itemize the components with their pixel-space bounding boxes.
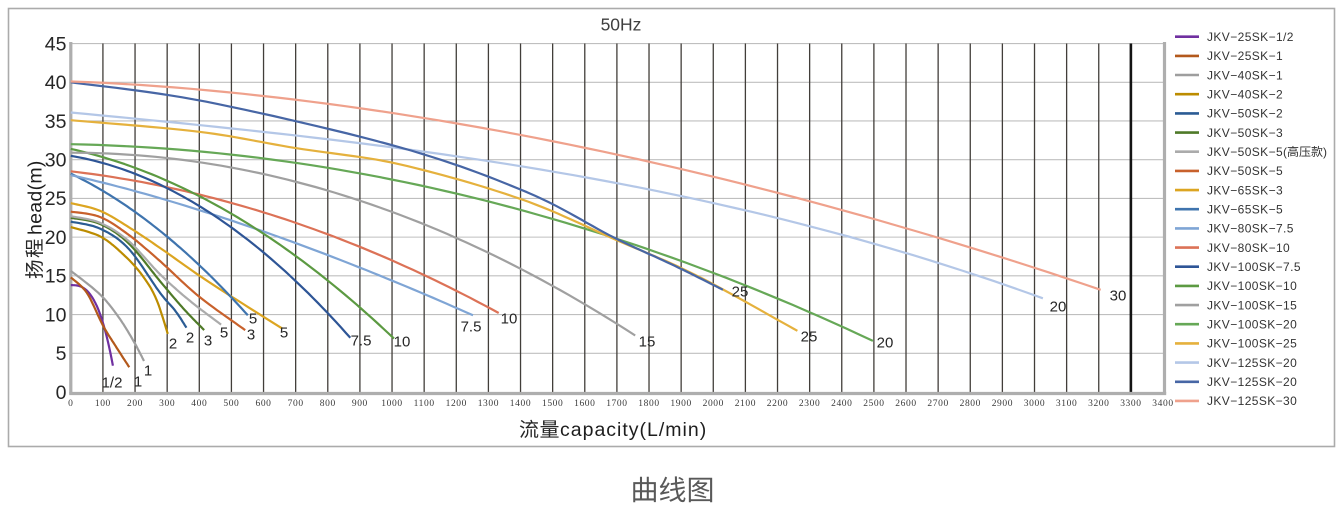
svg-text:JKV−50SK−2: JKV−50SK−2 [1207,107,1283,121]
svg-text:capacity(L/min): capacity(L/min) [560,419,707,441]
svg-text:2300: 2300 [799,399,820,409]
svg-text:35: 35 [45,111,67,133]
svg-text:1300: 1300 [478,399,499,409]
svg-text:2500: 2500 [863,399,884,409]
svg-text:3: 3 [247,326,255,343]
svg-text:20: 20 [877,334,894,351]
svg-text:JKV−25SK−1: JKV−25SK−1 [1207,49,1283,63]
svg-text:2900: 2900 [992,399,1013,409]
svg-text:1/2: 1/2 [102,374,123,391]
svg-text:JKV−40SK−1: JKV−40SK−1 [1207,68,1283,82]
svg-text:JKV−80SK−10: JKV−80SK−10 [1207,241,1290,255]
svg-text:2: 2 [186,329,194,346]
svg-text:2700: 2700 [927,399,948,409]
svg-text:JKV−50SK−5(: JKV−50SK−5( [1207,145,1287,159]
svg-text:0: 0 [68,399,73,409]
svg-text:3400: 3400 [1152,399,1173,409]
svg-text:2800: 2800 [960,399,981,409]
svg-text:5: 5 [280,324,288,341]
svg-text:25: 25 [801,328,818,345]
svg-text:25: 25 [45,188,67,210]
svg-text:JKV−80SK−7.5: JKV−80SK−7.5 [1207,222,1294,236]
svg-text:): ) [1323,145,1327,159]
svg-text:5: 5 [220,324,228,341]
svg-text:2200: 2200 [767,399,788,409]
svg-text:3: 3 [204,332,212,349]
svg-text:1800: 1800 [638,399,659,409]
svg-text:1500: 1500 [542,399,563,409]
svg-text:2: 2 [169,335,177,352]
svg-text:3000: 3000 [1024,399,1045,409]
svg-text:800: 800 [320,399,336,409]
svg-text:7.5: 7.5 [351,332,372,349]
svg-text:7.5: 7.5 [461,318,482,335]
svg-text:JKV−25SK−1/2: JKV−25SK−1/2 [1207,30,1294,44]
svg-text:45: 45 [45,33,67,55]
svg-text:20: 20 [45,227,67,249]
svg-text:JKV−100SK−15: JKV−100SK−15 [1207,298,1297,312]
svg-text:1700: 1700 [606,399,627,409]
svg-text:JKV−65SK−3: JKV−65SK−3 [1207,183,1283,197]
svg-text:700: 700 [288,399,304,409]
svg-text:1: 1 [134,373,142,390]
svg-text:JKV−125SK−20: JKV−125SK−20 [1207,356,1297,370]
svg-text:400: 400 [191,399,207,409]
svg-text:1200: 1200 [446,399,467,409]
svg-text:15: 15 [639,333,656,350]
svg-text:JKV−100SK−10: JKV−100SK−10 [1207,279,1297,293]
svg-text:300: 300 [159,399,175,409]
svg-text:100: 100 [95,399,111,409]
svg-text:JKV−65SK−5: JKV−65SK−5 [1207,203,1283,217]
svg-text:500: 500 [223,399,239,409]
svg-text:5: 5 [249,310,257,327]
svg-text:JKV−50SK−3: JKV−50SK−3 [1207,126,1283,140]
svg-text:30: 30 [1110,287,1127,304]
svg-text:30: 30 [45,150,67,172]
svg-text:10: 10 [45,304,67,326]
svg-text:2400: 2400 [831,399,852,409]
svg-text:2000: 2000 [703,399,724,409]
svg-text:2600: 2600 [895,399,916,409]
svg-text:JKV−100SK−7.5: JKV−100SK−7.5 [1207,260,1301,274]
svg-text:10: 10 [394,333,411,350]
svg-text:3100: 3100 [1056,399,1077,409]
svg-text:1400: 1400 [510,399,531,409]
svg-text:15: 15 [45,266,67,288]
svg-text:JKV−125SK−20: JKV−125SK−20 [1207,375,1297,389]
svg-text:200: 200 [127,399,143,409]
svg-text:JKV−100SK−25: JKV−100SK−25 [1207,337,1297,351]
svg-text:JKV−100SK−20: JKV−100SK−20 [1207,318,1297,332]
svg-text:5: 5 [56,343,67,365]
svg-text:head(m): head(m) [25,160,47,235]
svg-text:1100: 1100 [414,399,435,409]
svg-text:25: 25 [732,283,749,300]
svg-text:900: 900 [352,399,368,409]
svg-text:50Hz: 50Hz [601,15,642,35]
svg-text:JKV−50SK−5: JKV−50SK−5 [1207,164,1283,178]
svg-text:3300: 3300 [1120,399,1141,409]
svg-text:2100: 2100 [735,399,756,409]
svg-text:1000: 1000 [381,399,402,409]
svg-text:1900: 1900 [670,399,691,409]
svg-text:1600: 1600 [574,399,595,409]
svg-text:20: 20 [1050,298,1067,315]
svg-text:40: 40 [45,72,67,94]
svg-text:JKV−40SK−2: JKV−40SK−2 [1207,88,1283,102]
svg-text:600: 600 [255,399,271,409]
svg-text:10: 10 [501,310,518,327]
svg-text:JKV−125SK−30: JKV−125SK−30 [1207,394,1297,408]
svg-text:3200: 3200 [1088,399,1109,409]
svg-text:1: 1 [144,362,152,379]
svg-text:0: 0 [56,382,67,404]
